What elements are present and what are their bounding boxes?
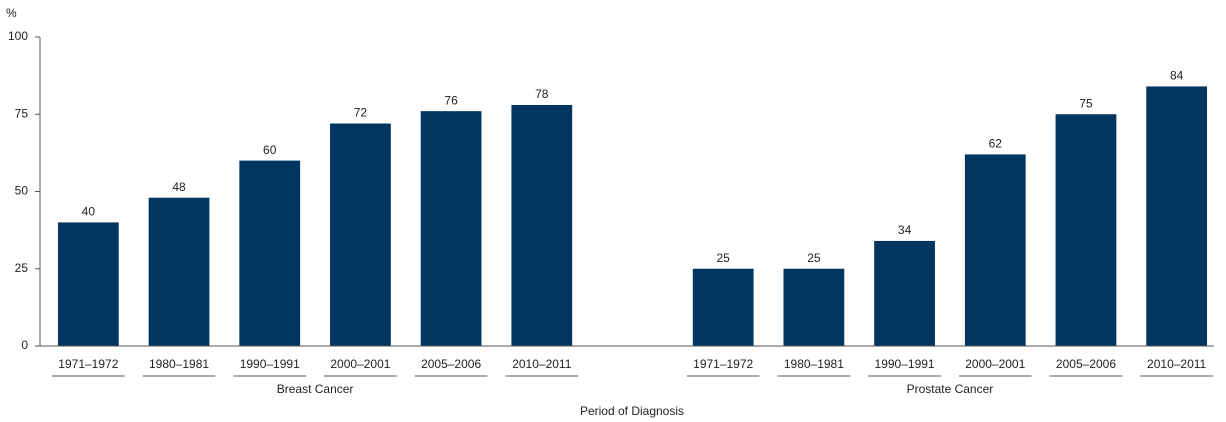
value-label: 25 bbox=[717, 251, 731, 265]
bar bbox=[1055, 114, 1117, 346]
x-tick-label: 1980–1981 bbox=[784, 357, 844, 371]
bar bbox=[1146, 86, 1208, 346]
x-tick-label: 1990–1991 bbox=[875, 357, 935, 371]
bar bbox=[330, 123, 391, 347]
value-label: 40 bbox=[82, 205, 96, 219]
x-tick-label: 1971–1972 bbox=[58, 357, 118, 371]
bar bbox=[511, 104, 573, 346]
y-tick-label: 0 bbox=[21, 338, 28, 352]
bar bbox=[420, 111, 482, 346]
value-label: 60 bbox=[263, 143, 277, 157]
value-label: 75 bbox=[1079, 96, 1093, 110]
y-tick-label: 100 bbox=[8, 29, 28, 43]
y-unit-label: % bbox=[6, 6, 17, 20]
bar bbox=[148, 197, 210, 346]
value-label: 48 bbox=[172, 180, 186, 194]
value-label: 34 bbox=[898, 223, 912, 237]
x-tick-label: 1971–1972 bbox=[693, 357, 753, 371]
x-tick-label: 2005–2006 bbox=[1056, 357, 1116, 371]
bar bbox=[874, 240, 935, 346]
bar bbox=[57, 222, 119, 346]
x-axis-label: Period of Diagnosis bbox=[580, 404, 684, 418]
x-tick-label: 2000–2001 bbox=[330, 357, 390, 371]
y-tick-label: 75 bbox=[15, 106, 29, 120]
y-tick-label: 50 bbox=[15, 184, 29, 198]
group-label: Prostate Cancer bbox=[907, 382, 994, 396]
value-label: 62 bbox=[989, 137, 1003, 151]
value-label: 72 bbox=[354, 106, 368, 120]
value-label: 84 bbox=[1170, 69, 1184, 83]
value-label: 25 bbox=[807, 251, 821, 265]
bar bbox=[964, 154, 1026, 346]
group-label: Breast Cancer bbox=[277, 382, 354, 396]
bar bbox=[692, 268, 754, 346]
bar bbox=[783, 268, 845, 346]
x-tick-label: 1990–1991 bbox=[240, 357, 300, 371]
x-tick-label: 2010–2011 bbox=[1147, 357, 1207, 371]
x-tick-label: 2010–2011 bbox=[512, 357, 572, 371]
x-tick-label: 2005–2006 bbox=[421, 357, 481, 371]
x-tick-label: 2000–2001 bbox=[965, 357, 1025, 371]
bar bbox=[239, 160, 301, 346]
y-tick-label: 25 bbox=[15, 261, 29, 275]
x-tick-label: 1980–1981 bbox=[149, 357, 209, 371]
value-label: 76 bbox=[444, 93, 458, 107]
value-label: 78 bbox=[535, 87, 549, 101]
